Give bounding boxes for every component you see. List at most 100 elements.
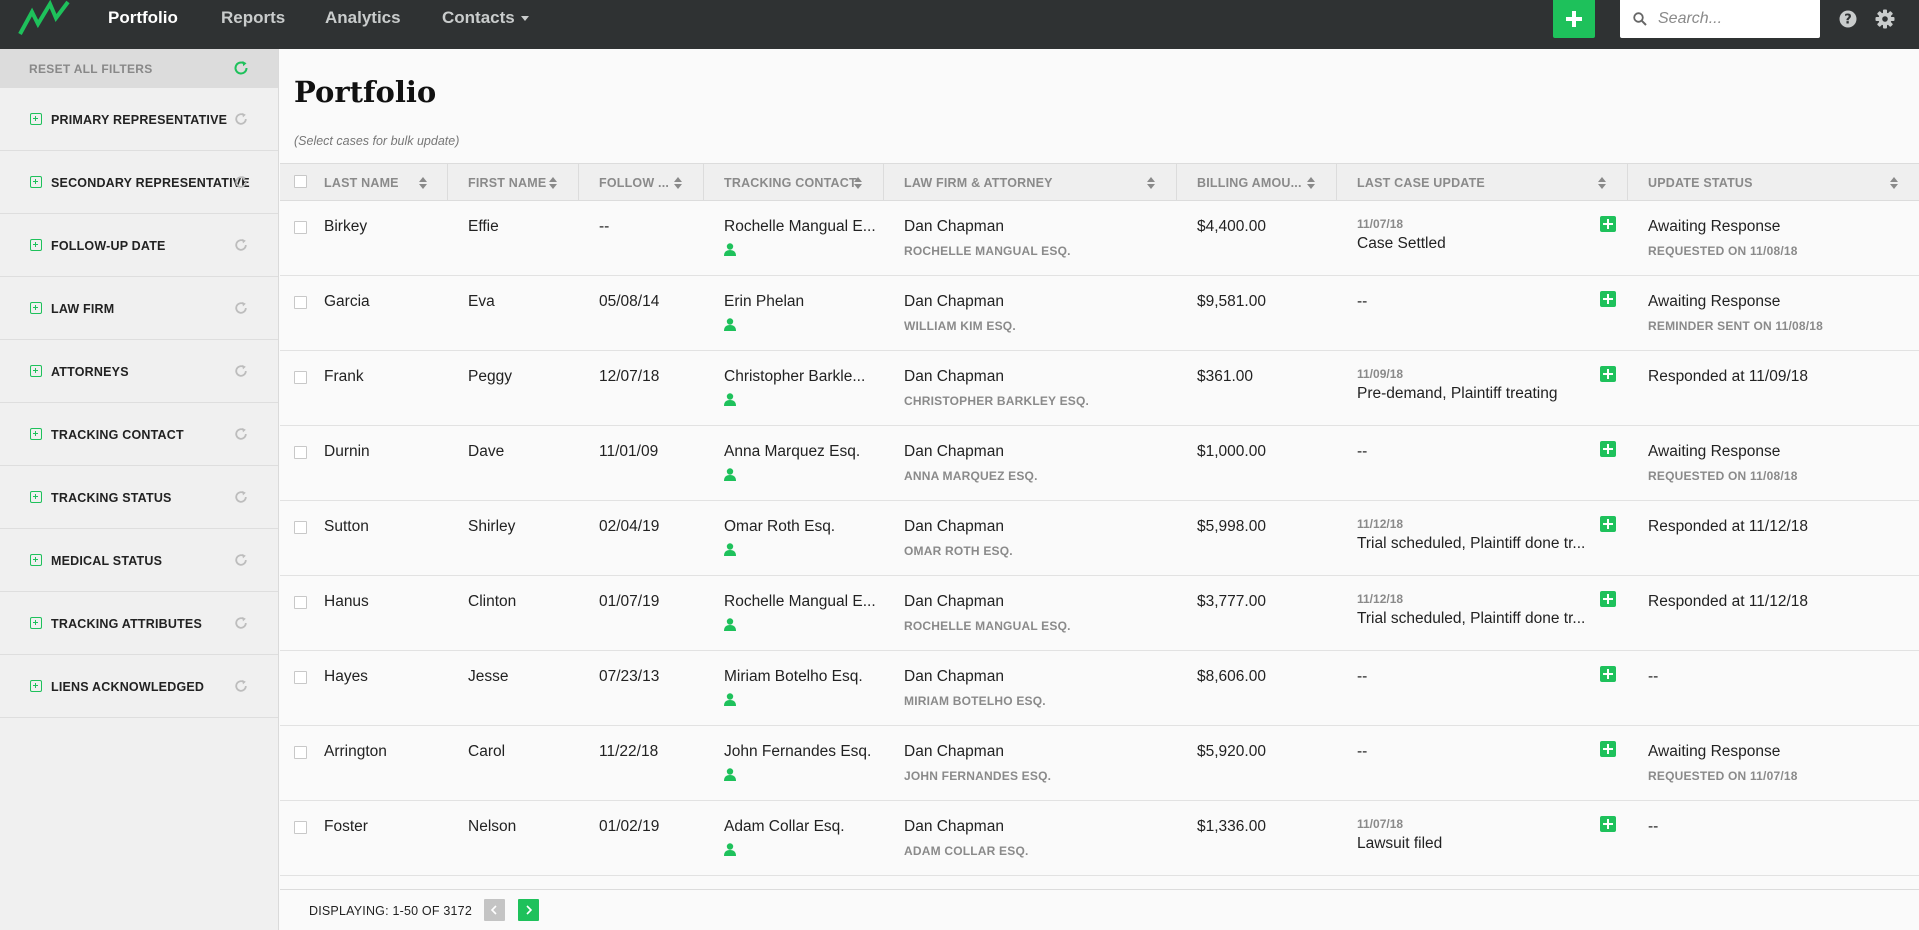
sort-icon[interactable] bbox=[549, 177, 557, 189]
reset-icon[interactable] bbox=[234, 616, 248, 630]
cell-tracking-contact[interactable]: Miriam Botelho Esq. bbox=[724, 668, 863, 685]
gear-icon[interactable] bbox=[1874, 8, 1896, 30]
add-update-icon[interactable] bbox=[1600, 366, 1616, 382]
column-last-case-update[interactable]: LAST CASE UPDATE bbox=[1337, 164, 1628, 201]
select-all-checkbox[interactable] bbox=[294, 175, 307, 188]
sort-icon[interactable] bbox=[419, 177, 427, 189]
filter-attorneys[interactable]: ATTORNEYS bbox=[0, 340, 278, 403]
row-checkbox[interactable] bbox=[294, 746, 307, 759]
column-billing-amount[interactable]: BILLING AMOU... bbox=[1177, 164, 1337, 201]
filter-follow-up-date[interactable]: FOLLOW-UP DATE bbox=[0, 214, 278, 277]
cell-tracking-contact[interactable]: Rochelle Mangual E... bbox=[724, 218, 876, 235]
reset-icon[interactable] bbox=[234, 679, 248, 693]
reset-icon[interactable] bbox=[234, 112, 248, 126]
filter-tracking-contact[interactable]: TRACKING CONTACT bbox=[0, 403, 278, 466]
add-update-icon[interactable] bbox=[1600, 741, 1616, 757]
add-update-icon[interactable] bbox=[1600, 441, 1616, 457]
column-follow-up[interactable]: FOLLOW ... bbox=[579, 164, 704, 201]
expand-plus-icon[interactable] bbox=[30, 365, 42, 377]
sort-icon[interactable] bbox=[674, 177, 682, 189]
logo-icon[interactable] bbox=[18, 0, 70, 36]
row-checkbox[interactable] bbox=[294, 596, 307, 609]
reset-icon[interactable] bbox=[234, 301, 248, 315]
row-checkbox[interactable] bbox=[294, 221, 307, 234]
reset-icon[interactable] bbox=[234, 175, 248, 189]
column-update-status[interactable]: UPDATE STATUS bbox=[1628, 164, 1919, 201]
table-row[interactable]: Garcia Eva 05/08/14 Erin Phelan Dan Chapman W… bbox=[280, 276, 1919, 351]
table-row[interactable]: Durnin Dave 11/01/09 Anna Marquez Esq. Dan C… bbox=[280, 426, 1919, 501]
sort-icon[interactable] bbox=[854, 177, 862, 189]
cell-tracking-contact[interactable]: Erin Phelan bbox=[724, 293, 805, 310]
filter-tracking-attributes[interactable]: TRACKING ATTRIBUTES bbox=[0, 592, 278, 655]
cell-tracking-contact[interactable]: Adam Collar Esq. bbox=[724, 818, 845, 835]
table-row[interactable]: Arrington Carol 11/22/18 John Fernandes Esq… bbox=[280, 726, 1919, 801]
add-update-icon[interactable] bbox=[1600, 666, 1616, 682]
table-row[interactable]: Hayes Jesse 07/23/13 Miriam Botelho Esq. Dan… bbox=[280, 651, 1919, 726]
nav-analytics[interactable]: Analytics bbox=[325, 8, 401, 27]
cell-tracking-contact[interactable]: Christopher Barkle... bbox=[724, 368, 866, 385]
sort-icon[interactable] bbox=[1307, 177, 1315, 189]
column-law-firm-attorney[interactable]: LAW FIRM & ATTORNEY bbox=[884, 164, 1177, 201]
expand-plus-icon[interactable] bbox=[30, 176, 42, 188]
table-row[interactable]: Birkey Effie -- Rochelle Mangual E... Dan Ch… bbox=[280, 201, 1919, 276]
row-checkbox[interactable] bbox=[294, 821, 307, 834]
search-input[interactable] bbox=[1658, 6, 1813, 32]
add-update-icon[interactable] bbox=[1600, 816, 1616, 832]
reset-icon[interactable] bbox=[234, 238, 248, 252]
prev-page-button[interactable] bbox=[484, 899, 505, 921]
add-button[interactable] bbox=[1553, 0, 1595, 38]
expand-plus-icon[interactable] bbox=[30, 302, 42, 314]
reset-icon[interactable] bbox=[234, 364, 248, 378]
expand-plus-icon[interactable] bbox=[30, 239, 42, 251]
table-row[interactable]: Foster Nelson 01/02/19 Adam Collar Esq. Dan … bbox=[280, 801, 1919, 876]
add-update-icon[interactable] bbox=[1600, 216, 1616, 232]
column-tracking-contact[interactable]: TRACKING CONTACT bbox=[704, 164, 884, 201]
cell-attorney: ANNA MARQUEZ ESQ. bbox=[904, 469, 1038, 483]
sort-icon[interactable] bbox=[1890, 177, 1898, 189]
cell-tracking-contact[interactable]: Omar Roth Esq. bbox=[724, 518, 836, 535]
expand-plus-icon[interactable] bbox=[30, 680, 42, 692]
expand-plus-icon[interactable] bbox=[30, 554, 42, 566]
sort-icon[interactable] bbox=[1147, 177, 1155, 189]
table-row[interactable]: Sutton Shirley 02/04/19 Omar Roth Esq. Dan C… bbox=[280, 501, 1919, 576]
cell-tracking-contact[interactable]: John Fernandes Esq. bbox=[724, 743, 872, 760]
cell-tracking-contact[interactable]: Anna Marquez Esq. bbox=[724, 443, 861, 460]
expand-plus-icon[interactable] bbox=[30, 113, 42, 125]
expand-plus-icon[interactable] bbox=[30, 617, 42, 629]
help-icon[interactable]: ? bbox=[1837, 8, 1859, 30]
filter-liens-acknowledged[interactable]: LIENS ACKNOWLEDGED bbox=[0, 655, 278, 718]
nav-portfolio[interactable]: Portfolio bbox=[108, 8, 178, 27]
add-update-icon[interactable] bbox=[1600, 291, 1616, 307]
table-row[interactable]: Frank Peggy 12/07/18 Christopher Barkle... D… bbox=[280, 351, 1919, 426]
filter-law-firm[interactable]: LAW FIRM bbox=[0, 277, 278, 340]
cell-update-date: 11/12/18 bbox=[1357, 517, 1404, 531]
nav-reports[interactable]: Reports bbox=[221, 8, 286, 27]
row-checkbox[interactable] bbox=[294, 446, 307, 459]
reset-all-filters-button[interactable]: RESET ALL FILTERS bbox=[0, 49, 278, 88]
cell-tracking-contact[interactable]: Rochelle Mangual E... bbox=[724, 593, 876, 610]
add-update-icon[interactable] bbox=[1600, 516, 1616, 532]
row-checkbox[interactable] bbox=[294, 296, 307, 309]
filter-tracking-status[interactable]: TRACKING STATUS bbox=[0, 466, 278, 529]
column-label: LAW FIRM & ATTORNEY bbox=[904, 176, 1053, 190]
expand-plus-icon[interactable] bbox=[30, 491, 42, 503]
expand-plus-icon[interactable] bbox=[30, 428, 42, 440]
add-update-icon[interactable] bbox=[1600, 591, 1616, 607]
filter-secondary-representative[interactable]: SECONDARY REPRESENTATIVE bbox=[0, 151, 278, 214]
row-checkbox[interactable] bbox=[294, 521, 307, 534]
nav-contacts[interactable]: Contacts bbox=[442, 0, 529, 36]
column-first-name[interactable]: FIRST NAME bbox=[448, 164, 579, 201]
column-last-name[interactable]: LAST NAME bbox=[280, 164, 448, 201]
row-checkbox[interactable] bbox=[294, 671, 307, 684]
cell-last-case-update: -- bbox=[1357, 743, 1368, 760]
reset-icon[interactable] bbox=[234, 490, 248, 504]
row-checkbox[interactable] bbox=[294, 371, 307, 384]
table-row[interactable]: Hanus Clinton 01/07/19 Rochelle Mangual E..… bbox=[280, 576, 1919, 651]
filter-medical-status[interactable]: MEDICAL STATUS bbox=[0, 529, 278, 592]
sort-icon[interactable] bbox=[1598, 177, 1606, 189]
next-page-button[interactable] bbox=[518, 899, 539, 921]
reset-icon[interactable] bbox=[234, 427, 248, 441]
reset-icon[interactable] bbox=[234, 553, 248, 567]
cell-status-detail: REQUESTED ON 11/07/18 bbox=[1648, 769, 1798, 783]
filter-primary-representative[interactable]: PRIMARY REPRESENTATIVE bbox=[0, 88, 278, 151]
